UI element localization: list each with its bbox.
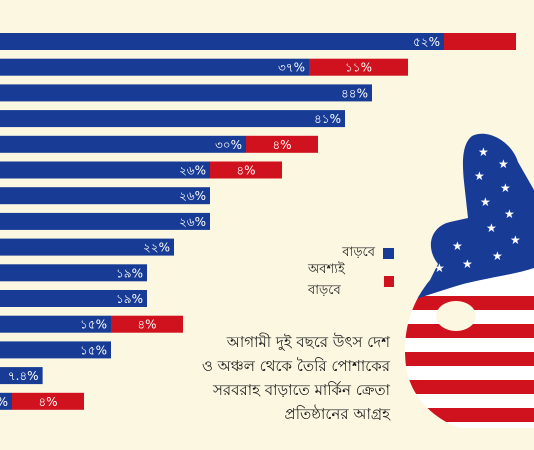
bar-increase-12 — [0, 341, 111, 359]
legend-label-increase: বাড়বে — [342, 244, 375, 260]
bar-definitely-increase-1 — [309, 58, 408, 76]
svg-text:★: ★ — [486, 221, 497, 235]
bar-increase-13 — [0, 367, 43, 385]
label-increase-9: ১৯% — [116, 266, 143, 280]
legend-label-definitely-increase: অবশ্যই বাড়বে — [308, 262, 345, 298]
svg-text:★: ★ — [462, 257, 473, 271]
chart-caption: আগামী দুই বছরে উৎস দেশ ও অঞ্চল থেকে তৈরি… — [180, 330, 390, 426]
label-increase-12: ১৫% — [80, 343, 107, 357]
bar-increase-10 — [0, 290, 147, 307]
label-increase-13: ৭.৪% — [8, 369, 39, 383]
label-definitely-increase-11: ৪% — [137, 318, 156, 332]
label-definitely-increase-14: ৪% — [38, 395, 57, 409]
caption-line-2: ও অঞ্চল থেকে তৈরি পোশাকের — [201, 357, 390, 375]
bar-increase-3 — [0, 110, 345, 128]
legend-swatch-increase — [383, 247, 394, 259]
legend: বাড়বে অবশ্যই বাড়বে — [308, 244, 394, 300]
bar-increase-0 — [0, 33, 444, 50]
svg-text:★: ★ — [500, 181, 511, 195]
svg-text:★: ★ — [452, 239, 463, 253]
caption-line-1: আগামী দুই বছরে উৎস দেশ — [226, 333, 390, 351]
label-increase-4: ৩০% — [215, 138, 242, 152]
bar-definitely-increase-5 — [210, 161, 282, 179]
label-increase-11: ১৫% — [80, 318, 107, 332]
caption-line-3: সরবরাহ বাড়াতে মার্কিন ক্রেতা — [213, 381, 390, 399]
bar-increase-7 — [0, 212, 210, 230]
label-increase-2: ৪৪% — [341, 86, 368, 100]
label-increase-5: ২৬% — [179, 164, 206, 178]
label-definitely-increase-5: ৪% — [236, 164, 255, 178]
us-flag-ok-hand-icon: ★ ★ ★ ★ ★ ★ ★ ★ ★ ★ ★ ★ — [405, 133, 534, 429]
label-increase-8: ২২% — [143, 241, 170, 255]
legend-item-increase: বাড়বে — [308, 244, 394, 262]
label-definitely-increase-4: ৪% — [272, 138, 291, 152]
caption-line-4: প্রতিষ্ঠানের আগ্রহ — [284, 405, 390, 423]
label-definitely-increase-1: ১১% — [345, 61, 372, 75]
label-increase-7: ২৬% — [179, 215, 206, 229]
legend-item-definitely-increase: অবশ্যই বাড়বে — [308, 262, 394, 298]
bar-definitely-increase-11 — [111, 315, 183, 333]
label-increase-3: ৪১% — [314, 112, 341, 126]
svg-text:★: ★ — [504, 207, 515, 221]
svg-text:★: ★ — [474, 169, 485, 183]
bar-increase-6 — [0, 187, 210, 205]
svg-text:★: ★ — [492, 249, 503, 263]
label-increase-6: ২৬% — [179, 189, 206, 203]
label-increase-14: % — [0, 395, 8, 409]
svg-text:★: ★ — [498, 157, 509, 171]
bar-increase-8 — [0, 238, 174, 256]
label-increase-10: ১৯% — [116, 292, 143, 306]
bar-definitely-increase-0 — [444, 33, 516, 50]
bar-increase-4 — [0, 135, 246, 153]
svg-text:★: ★ — [510, 233, 521, 247]
bar-increase-2 — [0, 84, 372, 102]
label-increase-1: ৩৭% — [278, 61, 305, 75]
bar-increase-9 — [0, 264, 147, 282]
svg-text:★: ★ — [434, 261, 445, 275]
bar-increase-11 — [0, 315, 111, 333]
svg-text:★: ★ — [478, 145, 489, 159]
bar-increase-1 — [0, 58, 309, 76]
bar-definitely-increase-4 — [246, 135, 318, 153]
bar-definitely-increase-14 — [12, 392, 84, 410]
bar-increase-5 — [0, 161, 210, 179]
legend-swatch-definitely-increase — [383, 275, 394, 287]
label-increase-0: ৫২% — [413, 35, 440, 49]
svg-text:★: ★ — [480, 195, 491, 209]
bar-increase-14 — [0, 392, 12, 410]
